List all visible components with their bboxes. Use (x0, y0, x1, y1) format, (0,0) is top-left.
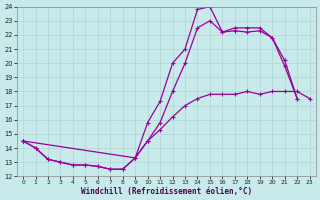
X-axis label: Windchill (Refroidissement éolien,°C): Windchill (Refroidissement éolien,°C) (81, 187, 252, 196)
